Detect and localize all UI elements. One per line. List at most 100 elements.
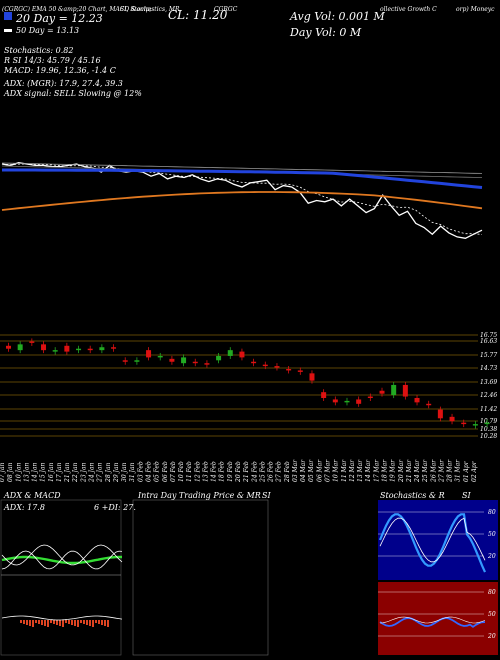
stoch-tick-label: 50 (488, 531, 496, 538)
date-label: 22 Jan (72, 462, 79, 483)
ema50-swatch (4, 29, 12, 32)
date-label: 10 Mar (333, 459, 340, 482)
candle-body (192, 361, 198, 364)
macd-bar (20, 620, 22, 623)
ema20-line (2, 168, 483, 189)
adx-panel (0, 499, 122, 656)
macd-bar (62, 620, 64, 627)
date-label: 18 Feb (219, 461, 226, 482)
candle-body (321, 392, 327, 398)
rsi-line (379, 617, 486, 628)
candle-body (87, 348, 93, 351)
macd-bar (29, 620, 31, 626)
price-tick-label: 11.42 (480, 406, 497, 413)
candle-body (437, 409, 443, 419)
candle-body (64, 345, 70, 352)
macd-bar (101, 620, 103, 625)
candle-body (251, 361, 257, 364)
candle-body (414, 398, 420, 403)
stoch-tick-label: 80 (488, 509, 496, 516)
avg-vol-label: Avg Vol: 0.001 M (290, 10, 385, 23)
minus-di-line (1, 550, 123, 570)
candle-body (134, 360, 140, 362)
ticker-center: CGRGC (214, 6, 238, 13)
date-label: 19 Mar (390, 459, 397, 482)
candle-body (461, 422, 467, 425)
price-tick-label: 10.28 (480, 433, 497, 440)
date-label: 04 Feb (146, 461, 153, 482)
intraday-panel (132, 499, 269, 656)
date-label: 08 Jan (7, 462, 14, 482)
adx-line (1, 555, 122, 565)
macd-bar (104, 620, 106, 626)
date-label: 03 Mar (292, 459, 299, 482)
rsi-tick-label: 20 (487, 633, 496, 640)
macd-bar (77, 620, 79, 627)
intraday-si: SI (262, 491, 271, 500)
date-label: 15 Jan (40, 462, 47, 482)
header-ticker-info: (CGRGC) EMA 50 &amp;20 Chart, MACD &amp; (2, 6, 152, 13)
candle-body (52, 350, 58, 352)
ema50-line (1, 191, 483, 211)
date-label: 01 Apr (463, 460, 470, 482)
intraday-title: Intra Day Trading Price & MR (138, 491, 261, 500)
date-label: 28 Jan (105, 462, 112, 483)
rsi-signal-line (379, 616, 486, 624)
band-upper-line (1, 162, 483, 174)
date-label: 07 Jan (0, 462, 6, 482)
macd-bar (98, 620, 100, 624)
date-label: 20 Feb (235, 461, 242, 483)
macd-bar (95, 620, 97, 623)
date-label: 25 Mar (422, 459, 429, 483)
date-label: 10 Feb (178, 461, 185, 482)
macd-bar (38, 620, 40, 624)
candle-body (391, 384, 397, 396)
date-label: 13 Jan (23, 462, 30, 482)
candle-body (76, 348, 82, 351)
candle-body (344, 400, 350, 403)
macd-bar (32, 620, 34, 627)
macd-line (1, 615, 123, 621)
candle-body (122, 360, 128, 362)
candle-body (239, 351, 245, 358)
candle-body (169, 358, 175, 362)
date-label: 28 Mar (447, 459, 454, 483)
date-label: 27 Jan (97, 462, 104, 483)
date-label: 11 Feb (186, 461, 193, 482)
rsi-tick-label: 50 (488, 611, 496, 618)
price-tick-label: 15.77 (480, 352, 497, 359)
candle-body (402, 384, 408, 397)
price-tick-label: 16.63 (480, 338, 497, 345)
candle-body (204, 363, 210, 365)
date-label: 04 Mar (300, 459, 307, 482)
price-tick-label: 16.75 (480, 332, 497, 339)
date-label: 29 Jan (113, 462, 120, 483)
rsi-panel (378, 582, 498, 655)
macd-bar (65, 620, 67, 623)
macd-bar (26, 620, 28, 625)
candle-body (309, 373, 315, 381)
day-vol-label: Day Vol: 0 M (290, 26, 362, 39)
date-label: 14 Feb (211, 461, 218, 482)
stoch-tick-label: 20 (487, 553, 496, 560)
adx-value: ADX: 17.8 (4, 503, 45, 512)
date-label: 13 Mar (357, 459, 364, 482)
date-label: 28 Feb (284, 461, 291, 483)
date-label: 26 Mar (430, 459, 437, 483)
date-label: 14 Mar (365, 459, 372, 482)
candle-body (367, 396, 373, 398)
header-indicators: SI, Stochastics, MR (120, 6, 180, 13)
date-label: 16 Jan (48, 462, 55, 482)
date-label: 24 Mar (414, 459, 421, 483)
date-label: 21 Jan (64, 462, 71, 483)
candle-body (297, 370, 303, 372)
adx-signal: ADX signal: SELL Slowing @ 12% (4, 89, 142, 98)
candle-body (111, 347, 117, 349)
macd-reading: MACD: 19.96, 12.36, -1.4 C (4, 66, 116, 75)
macd-bar (68, 620, 70, 624)
price-tick-label: 12.46 (480, 392, 497, 399)
date-label: 11 Mar (341, 459, 348, 482)
candle-body (449, 416, 455, 422)
candle-body (157, 355, 163, 358)
